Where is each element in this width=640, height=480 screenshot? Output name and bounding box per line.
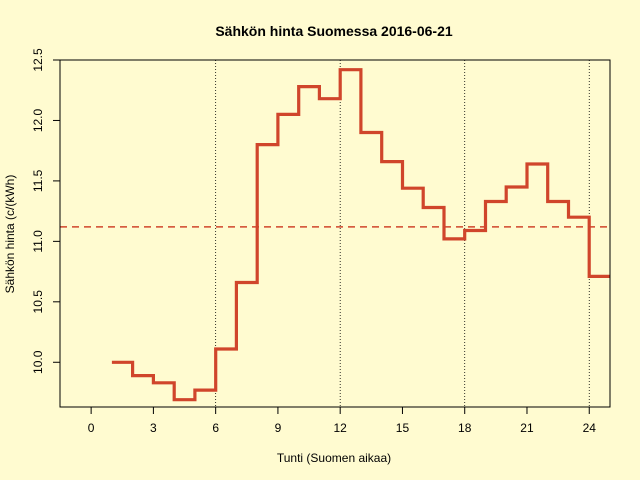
x-axis: 0 3 6 9 12 15 18 21 24	[88, 406, 597, 435]
price-step-line	[111, 68, 610, 402]
x-tick-label-24: 24	[583, 421, 597, 435]
x-tick-label-3: 3	[150, 421, 157, 435]
x-tick-label-18: 18	[458, 421, 472, 435]
vertical-gridlines	[215, 60, 590, 407]
y-tick-label-3: 11.5	[31, 169, 45, 192]
x-tick-label-12: 12	[334, 421, 348, 435]
series-group	[111, 68, 610, 402]
x-tick-label-6: 6	[212, 421, 219, 435]
x-tick-label-15: 15	[396, 421, 410, 435]
y-tick-label-5: 12.5	[31, 48, 45, 72]
plot-area-frame	[59, 59, 611, 408]
x-tick-label-9: 9	[275, 421, 282, 435]
y-axis-label: Sähkön hinta (c/(kWh)	[3, 175, 17, 294]
x-tick-label-21: 21	[520, 421, 534, 435]
chart-title: Sähkön hinta Suomessa 2016-06-21	[215, 23, 453, 39]
x-tick-label-0: 0	[88, 421, 95, 435]
x-axis-label: Tunti (Suomen aikaa)	[277, 451, 391, 465]
y-tick-label-0: 10.0	[31, 350, 45, 374]
y-tick-label-4: 12.0	[31, 108, 45, 132]
y-axis: 10.0 10.5 11.0 11.5 12.0 12.5	[31, 48, 61, 374]
y-tick-label-2: 11.0	[31, 230, 45, 253]
y-tick-label-1: 10.5	[31, 290, 45, 314]
